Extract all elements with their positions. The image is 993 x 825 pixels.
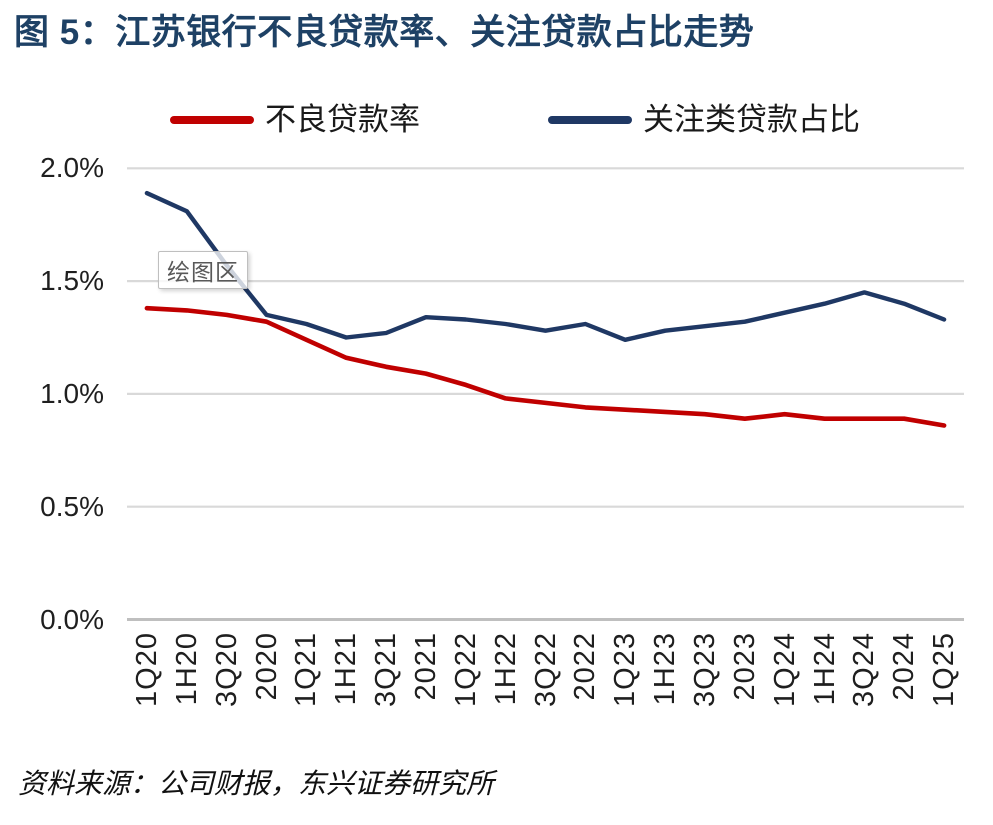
x-axis-tick-label: 2024 (888, 632, 921, 701)
x-axis-tick-label: 3Q21 (370, 632, 403, 707)
x-axis-tick-label: 2023 (728, 632, 761, 701)
chart-legend: 不良贷款率 关注类贷款占比 (170, 100, 860, 140)
x-axis-tick-label: 3Q20 (210, 632, 243, 707)
plot-area-tooltip: 绘图区 (158, 251, 248, 289)
x-axis-tick-label: 1Q20 (130, 632, 163, 707)
x-axis-tick-label: 2021 (409, 632, 442, 701)
y-axis-tick-label: 0.5% (40, 490, 104, 522)
x-axis-tick-label: 2020 (250, 632, 283, 701)
x-axis-tick-label: 1Q23 (609, 632, 642, 707)
x-axis-tick-label: 1H20 (170, 632, 203, 706)
npl-line-swatch (170, 116, 254, 124)
y-axis-tick-label: 1.5% (40, 265, 104, 297)
x-axis-tick-label: 1Q25 (928, 632, 961, 707)
npl-line-series (144, 305, 947, 428)
x-axis-tick-label: 1Q24 (768, 632, 801, 707)
x-axis-tick-label: 2022 (569, 632, 602, 701)
special-mention-line-swatch (548, 116, 632, 124)
legend-label-special-mention: 关注类贷款占比 (643, 102, 860, 137)
special-mention-line-series (144, 190, 947, 342)
y-axis-tick-label: 0.0% (40, 603, 104, 635)
x-axis-tick-label: 1H23 (649, 632, 682, 706)
x-axis-tick-label: 3Q24 (848, 632, 881, 707)
legend-label-npl: 不良贷款率 (265, 102, 420, 137)
x-axis-tick-label: 1H24 (808, 632, 841, 706)
x-axis-tick-label: 1Q22 (449, 632, 482, 707)
y-axis-tick-label: 2.0% (40, 152, 104, 184)
x-axis-tick-label: 1H21 (330, 632, 363, 706)
x-axis-tick-label: 1H22 (489, 632, 522, 706)
figure-title: 图 5：江苏银行不良贷款率、关注贷款占比走势 (14, 13, 755, 52)
x-axis-tick-label: 3Q22 (529, 632, 562, 707)
y-axis-tick-label: 1.0% (40, 377, 104, 409)
source-note: 资料来源：公司财报，东兴证券研究所 (18, 769, 495, 800)
x-axis-tick-label: 3Q23 (688, 632, 721, 707)
legend-item-special-mention: 关注类贷款占比 (548, 100, 860, 140)
x-axis-tick-label: 1Q21 (290, 632, 323, 707)
legend-item-npl: 不良贷款率 (170, 100, 420, 140)
